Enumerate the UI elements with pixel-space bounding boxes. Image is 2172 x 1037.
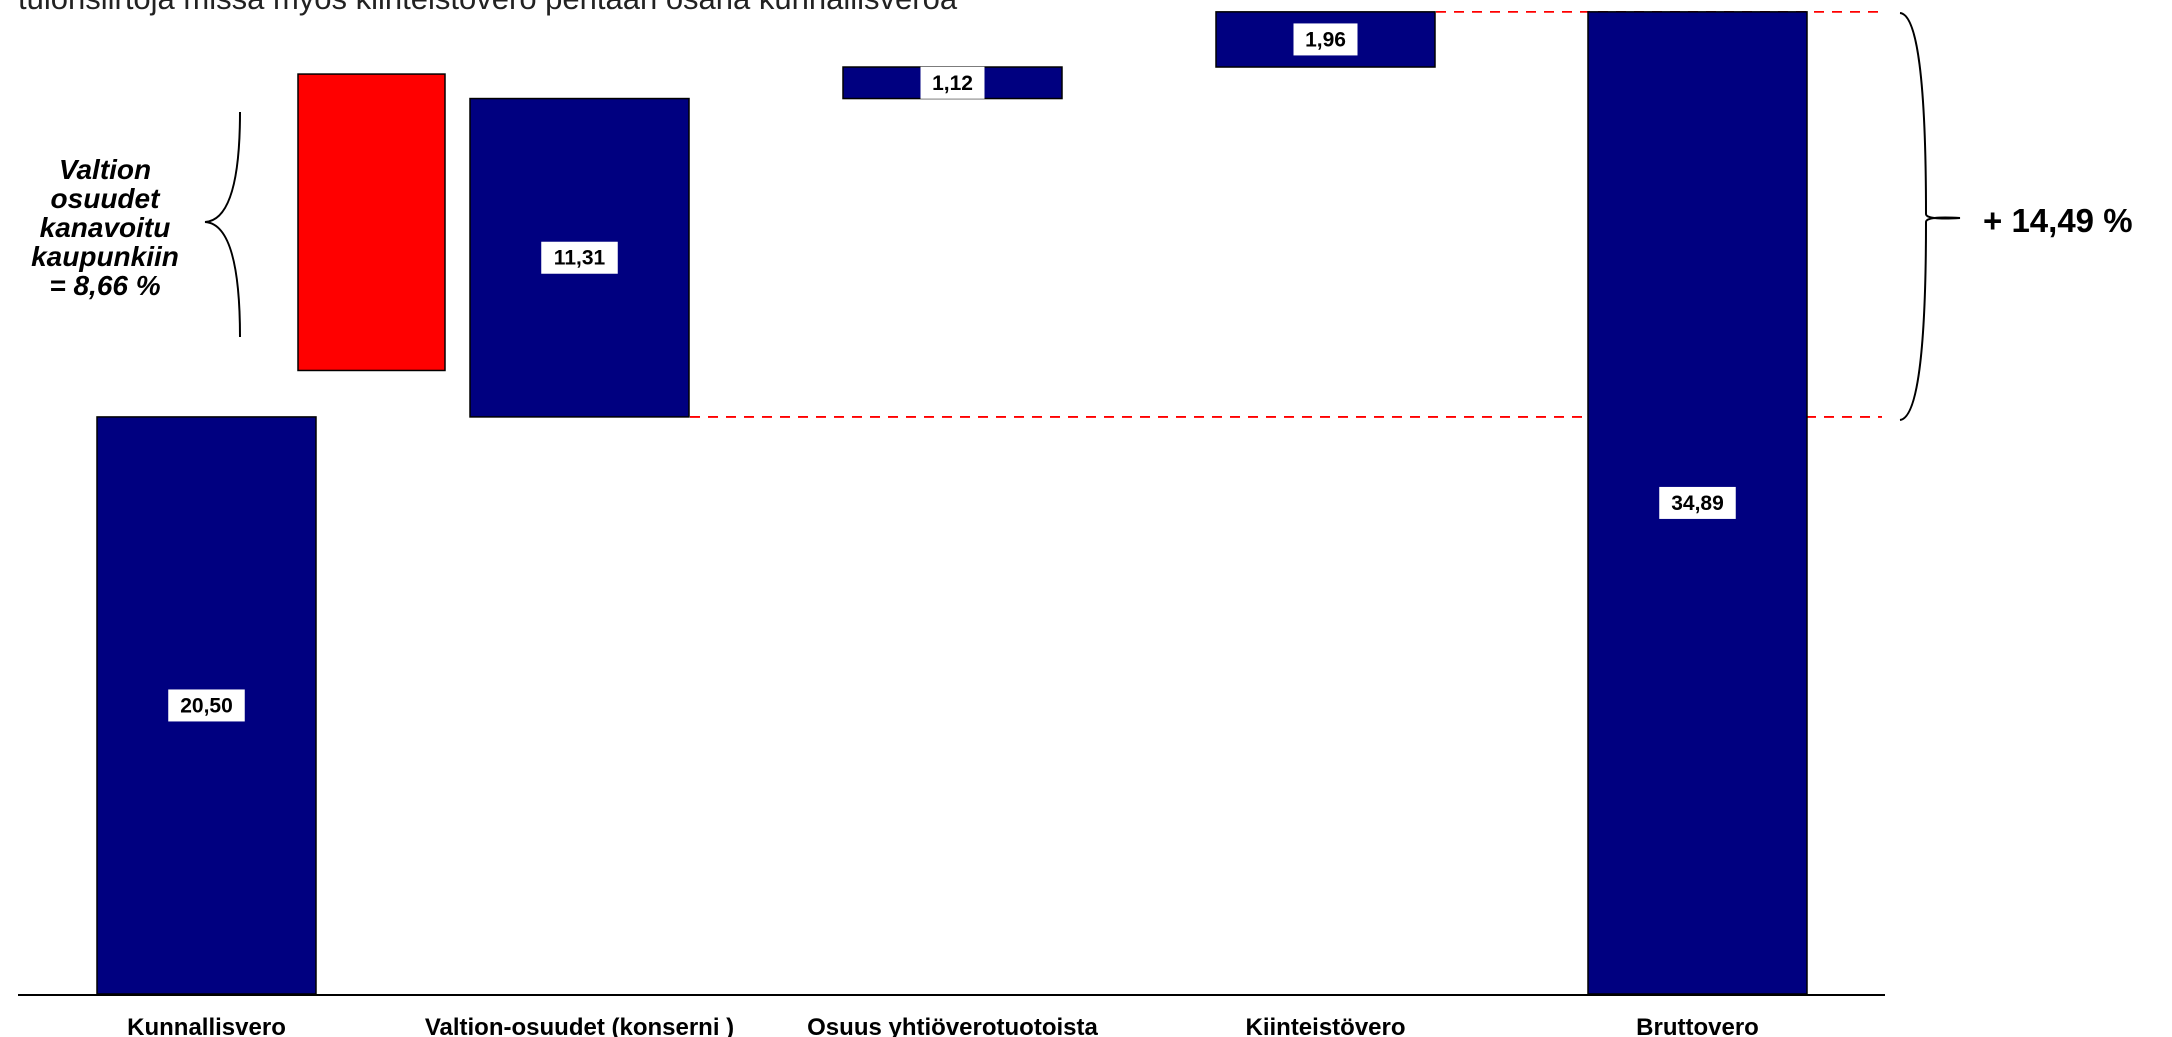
bars (96, 11, 1808, 995)
value-label-box (168, 689, 245, 722)
value-label: 1,96 (1305, 28, 1346, 51)
valtion-note-line: = 8,66 % (49, 270, 160, 301)
category-label: Bruttovero (1636, 1014, 1759, 1037)
value-label: 34,89 (1671, 492, 1724, 515)
value-label-box (541, 241, 618, 274)
value-label: 20,50 (180, 694, 233, 717)
right-brace (1899, 12, 1961, 421)
highlight-bar (297, 73, 446, 372)
value-label: 1,12 (932, 72, 973, 95)
header-text: tulonsiirtoja missä myös kiinteistövero … (18, 0, 958, 16)
value-label-box (920, 66, 985, 99)
valtion-note-line: Valtion (59, 154, 151, 185)
category-label: Osuus yhtiöverotuotoista (807, 1014, 1098, 1037)
valtion-note-line: kaupunkiin (31, 241, 179, 272)
valtion-note-line: osuudet (51, 183, 162, 214)
left-brace (204, 111, 241, 338)
value-labels: 20,50 11,31 1,12 1,96 34,89 (168, 23, 1736, 722)
category-label: Valtion-osuudet (konserni ) (425, 1014, 734, 1037)
value-label: 11,31 (554, 247, 606, 270)
category-labels: Kunnallisvero Valtion-osuudet (konserni )… (127, 1014, 1759, 1037)
valtion-note-line: kanavoitu (40, 212, 171, 243)
total-note: + 14,49 % (1983, 202, 2133, 239)
category-label: Kiinteistövero (1245, 1014, 1405, 1037)
category-label: Kunnallisvero (127, 1014, 286, 1037)
value-label-box (1659, 486, 1736, 519)
value-label-box (1293, 23, 1358, 56)
